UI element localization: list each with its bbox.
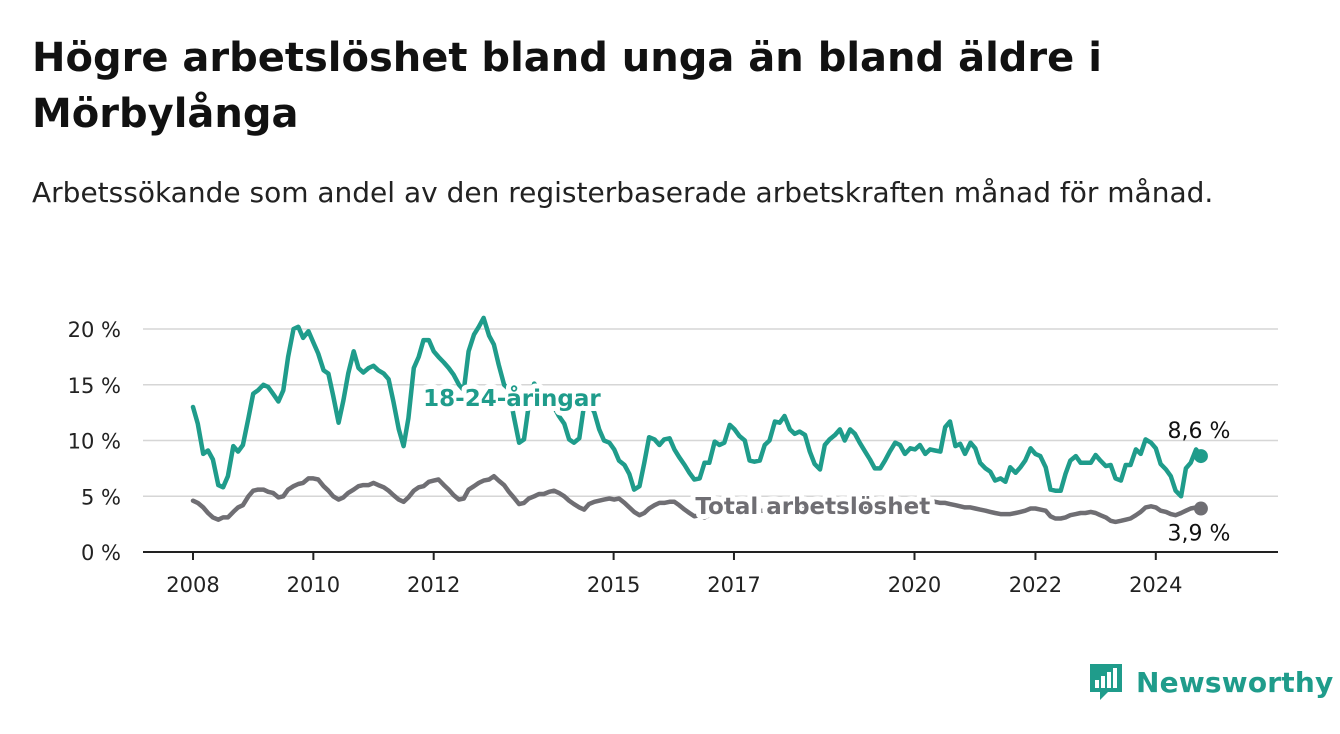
chart-subtitle: Arbetssökande som andel av den registerb… <box>32 176 1214 209</box>
x-tick-label: 2022 <box>1009 573 1062 597</box>
bar-chart-logo-icon <box>1090 664 1122 700</box>
y-tick-label: 0 % <box>81 541 121 565</box>
series-label: 18-24-åringar <box>423 385 601 412</box>
x-tick-label: 2024 <box>1129 573 1182 597</box>
x-tick-label: 2020 <box>888 573 941 597</box>
series-label-halo: Total arbetslöshet <box>695 494 930 520</box>
end-value-label: 8,6 % <box>1167 419 1230 444</box>
x-tick-label: 2015 <box>587 573 640 597</box>
x-tick-label: 2012 <box>407 573 460 597</box>
y-tick-label: 10 % <box>68 430 121 454</box>
y-gridlines <box>143 328 1278 497</box>
x-axis: 2008 2010 2012 2015 2017 2020 2022 2024 <box>143 551 1278 597</box>
series-lines <box>190 315 1208 525</box>
chart-title: Högre arbetslöshet bland unga än bland ä… <box>32 35 1102 137</box>
y-axis-ticks: 0 % 5 % 10 % 15 % 20 % <box>68 318 121 565</box>
newsworthy-logo[interactable]: Newsworthy <box>1088 660 1333 704</box>
series-end-dot <box>1193 449 1208 464</box>
series-end-dot <box>1193 501 1208 516</box>
y-tick-label: 5 % <box>81 485 121 509</box>
y-tick-label: 15 % <box>68 374 121 398</box>
x-tick-label: 2008 <box>166 573 219 597</box>
series-line <box>190 473 1204 525</box>
y-tick-label: 20 % <box>68 318 121 342</box>
series-label: Total arbetslöshet <box>695 494 930 520</box>
end-value-label: 3,9 % <box>1167 522 1230 547</box>
brand-name: Newsworthy <box>1136 665 1334 699</box>
x-tick-label: 2010 <box>287 573 340 597</box>
x-tick-label: 2017 <box>707 573 760 597</box>
series-line <box>190 315 1204 499</box>
series-label-halo: 18-24-åringar <box>423 385 601 412</box>
